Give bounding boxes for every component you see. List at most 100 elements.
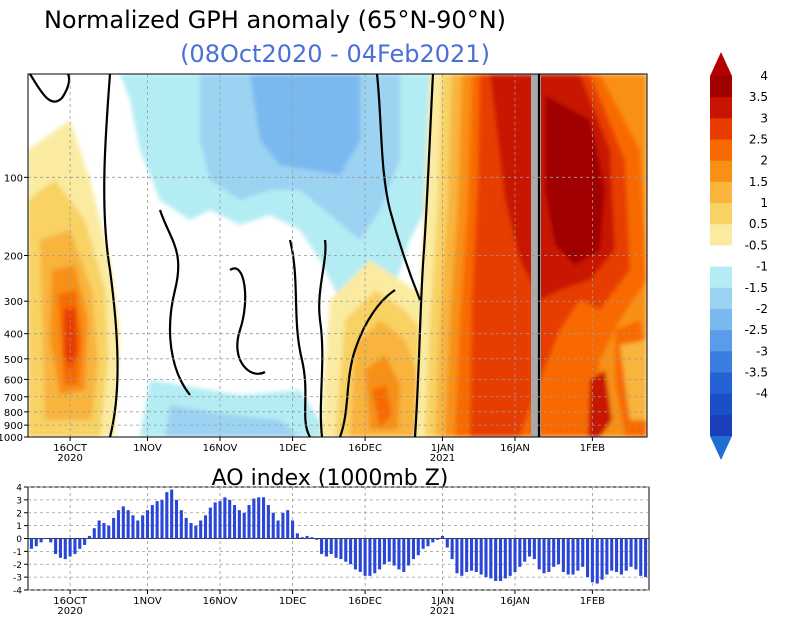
ao-bar: [373, 538, 377, 574]
colorbar-segment: [710, 139, 732, 162]
zero-contour-dec-c: [375, 74, 422, 301]
heatmap-x-tick-label: 16DEC: [348, 443, 382, 454]
ao-x-tick-label: 16DEC: [348, 596, 382, 607]
ao-bar: [44, 538, 48, 540]
ao-bar: [629, 538, 633, 567]
ao-bar: [29, 538, 33, 549]
ao-bar: [194, 525, 198, 539]
ao-bar: [208, 507, 212, 539]
ao-bar: [407, 538, 411, 566]
ao-bar: [344, 538, 348, 562]
ao-bar: [315, 538, 319, 540]
ao-bar: [392, 538, 396, 566]
ao-bar: [97, 520, 101, 539]
ao-bar: [199, 520, 203, 539]
ao-bar: [465, 538, 469, 572]
ao-bar: [605, 538, 609, 575]
colorbar-label: 3: [760, 111, 768, 125]
ao-bar: [286, 510, 290, 539]
ao-bar: [358, 538, 362, 572]
heatmap-subtitle: (08Oct2020 - 04Feb2021): [180, 40, 490, 68]
heatmap-x-tick-label: 16NOV: [203, 443, 238, 454]
ao-bar: [532, 538, 536, 560]
ao-bar: [503, 538, 507, 579]
colorbar-segment: [710, 160, 732, 183]
colorbar-bottom-arrow: [710, 436, 732, 460]
ao-bar: [416, 538, 420, 556]
ao-bar: [644, 538, 648, 578]
ao-bar: [421, 538, 425, 549]
ao-bar: [145, 510, 150, 539]
zero-contour-nov-a: [158, 209, 191, 396]
zero-contour-jan: [413, 74, 435, 437]
ao-bar: [174, 499, 179, 539]
heatmap-y-tick-label: 700: [4, 393, 23, 404]
heatmap-y-tick-label: 400: [4, 330, 23, 341]
zero-contour-dec-b: [338, 289, 396, 437]
colorbar-segment: [710, 181, 732, 204]
colorbar-segment: [710, 76, 732, 98]
colorbar-label: -3.5: [745, 365, 768, 379]
zero-contour-nov-b: [229, 267, 266, 375]
ao-bar: [310, 537, 314, 539]
ao-bar: [561, 538, 565, 572]
ao-bar: [339, 538, 343, 560]
ao-bar: [581, 538, 585, 567]
ao-bar: [141, 515, 145, 539]
ao-bar: [590, 538, 594, 583]
ao-bar: [223, 497, 227, 539]
colorbar-label: 0.5: [749, 217, 768, 231]
ao-bar: [261, 497, 266, 539]
ao-x-tick-label: 1FEB: [580, 596, 605, 607]
colorbar-label: 4: [760, 69, 768, 83]
colorbar-segment: [710, 118, 732, 141]
colorbar-label: -4: [756, 387, 768, 401]
ao-y-tick-label: -1: [13, 548, 22, 558]
ao-bar: [213, 502, 217, 539]
ao-bar: [136, 520, 140, 539]
heatmap-fields: [28, 74, 647, 437]
missing-data-stripe: [531, 74, 541, 437]
ao-bar: [600, 538, 604, 580]
ao-bar: [349, 538, 353, 565]
ao-bar: [474, 538, 478, 572]
ao-bar: [523, 538, 527, 562]
zero-contour-dec-a: [318, 239, 327, 437]
ao-bar: [566, 538, 570, 575]
ao-bar: [242, 512, 246, 539]
ao-bar: [68, 538, 72, 557]
ao-bar: [552, 538, 556, 567]
heatmap-y-tick-label: 600: [4, 375, 23, 386]
ao-bar: [378, 538, 382, 570]
ao-bar: [368, 538, 372, 576]
ao-y-tick-label: 0: [16, 535, 22, 545]
ao-bar: [160, 499, 164, 539]
ao-bar: [155, 501, 159, 539]
ao-bar: [252, 498, 256, 539]
colorbar-label: 2.5: [749, 133, 768, 147]
ao-bar: [334, 538, 338, 558]
ao-x-tick-label: 1DEC: [279, 596, 306, 607]
ao-bar: [131, 515, 135, 539]
ao-bar: [291, 520, 295, 539]
ao-bar: [518, 538, 522, 567]
ao-bar: [83, 538, 87, 545]
ao-bar: [189, 523, 193, 539]
ao-bar: [494, 538, 498, 581]
heatmap-y-tick-label: 500: [4, 355, 23, 366]
ao-bar: [102, 523, 106, 539]
colorbar-label: -2: [756, 302, 768, 316]
ao-x-tick-label: 16NOV: [203, 596, 238, 607]
ao-bar: [218, 501, 222, 539]
ao-bar: [431, 538, 435, 543]
ao-bar: [610, 538, 614, 571]
heatmap-x-tick-label: 1JAN: [431, 443, 454, 454]
ao-x-tick-label: 16JAN: [500, 596, 530, 607]
ao-y-tick-label: -2: [13, 561, 22, 571]
heatmap-y-tick-label: 800: [4, 408, 23, 419]
ao-bar: [112, 517, 116, 539]
ao-bar: [78, 538, 82, 549]
colorbar-label: 1: [760, 196, 768, 210]
